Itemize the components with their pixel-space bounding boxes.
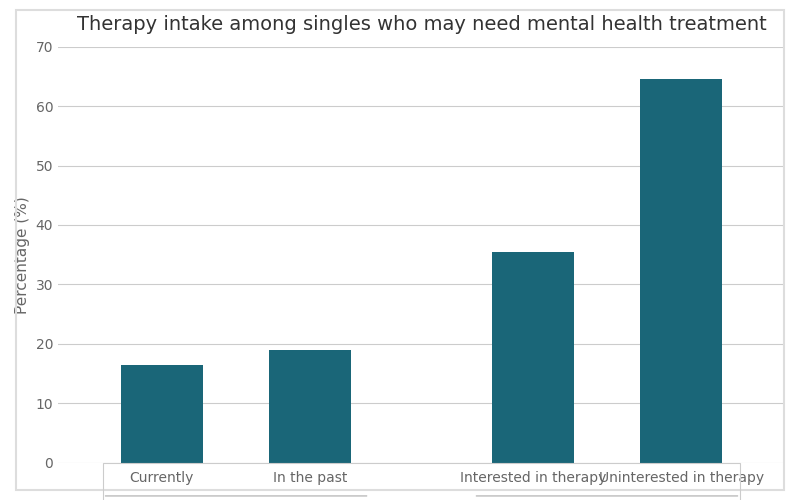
Bar — [270, 350, 351, 463]
Title: Therapy intake among singles who may need mental health treatment: Therapy intake among singles who may nee… — [77, 15, 766, 34]
Bar — [492, 252, 574, 462]
Bar — [121, 364, 202, 462]
Y-axis label: Percentage (%): Percentage (%) — [15, 196, 30, 314]
Bar — [640, 80, 722, 462]
